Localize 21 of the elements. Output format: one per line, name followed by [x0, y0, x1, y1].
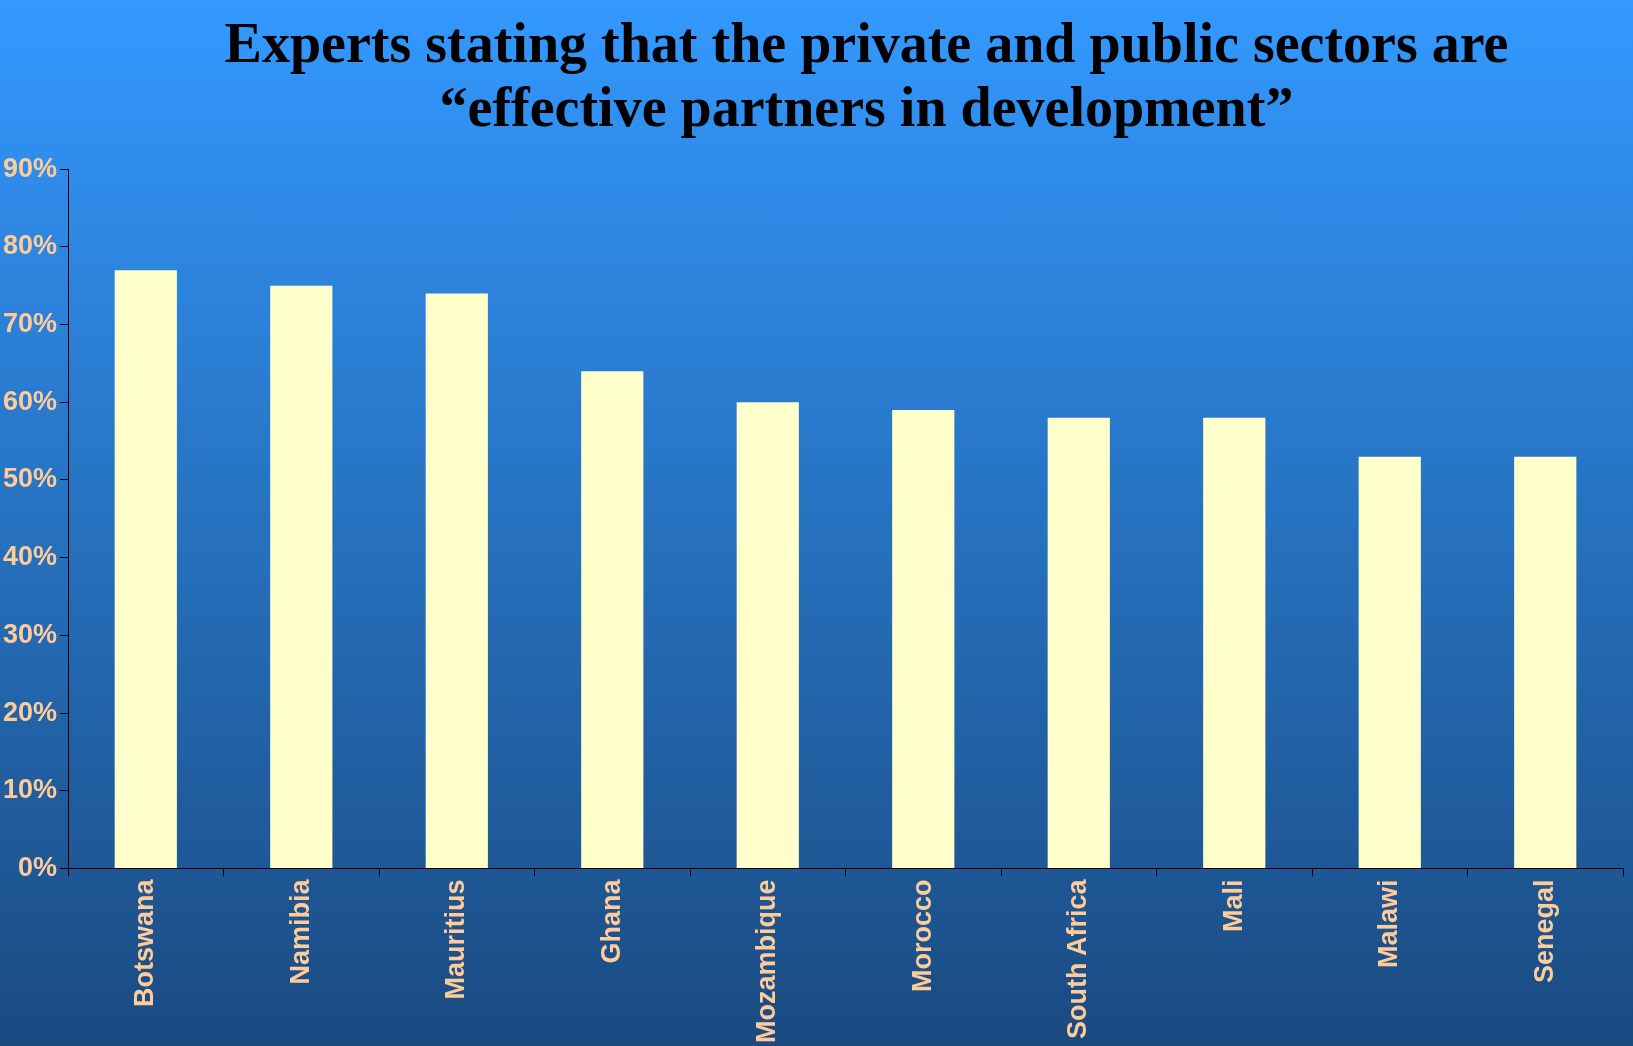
y-tick-label: 20% [2, 696, 58, 727]
y-tick-label: 0% [18, 851, 58, 882]
y-tick-label: 90% [2, 152, 58, 183]
x-tick-label: Mozambique [751, 879, 782, 1044]
chart-title: Experts stating that the private and public sectors are “effective partners in development” [223, 10, 1510, 140]
x-tick-label: Mauritius [440, 879, 471, 1000]
x-tick-label: South Africa [1062, 878, 1093, 1040]
y-tick-label: 50% [2, 463, 58, 494]
y-tick-label: 70% [2, 308, 58, 339]
y-tick-label: 10% [2, 774, 58, 805]
y-tick-label: 40% [2, 541, 58, 572]
x-tick-label: Namibia [284, 878, 315, 985]
x-tick-label: Malawi [1373, 879, 1404, 969]
x-tick-label: Morocco [906, 879, 937, 993]
x-tick-label: Ghana [595, 878, 626, 964]
y-tick-label: 80% [2, 230, 58, 261]
x-tick-label: Botswana [129, 878, 160, 1008]
y-tick-label: 60% [2, 385, 58, 416]
y-tick-label: 30% [2, 618, 58, 649]
x-tick-label: Senegal [1528, 879, 1559, 984]
x-tick-label: Mali [1217, 879, 1248, 933]
